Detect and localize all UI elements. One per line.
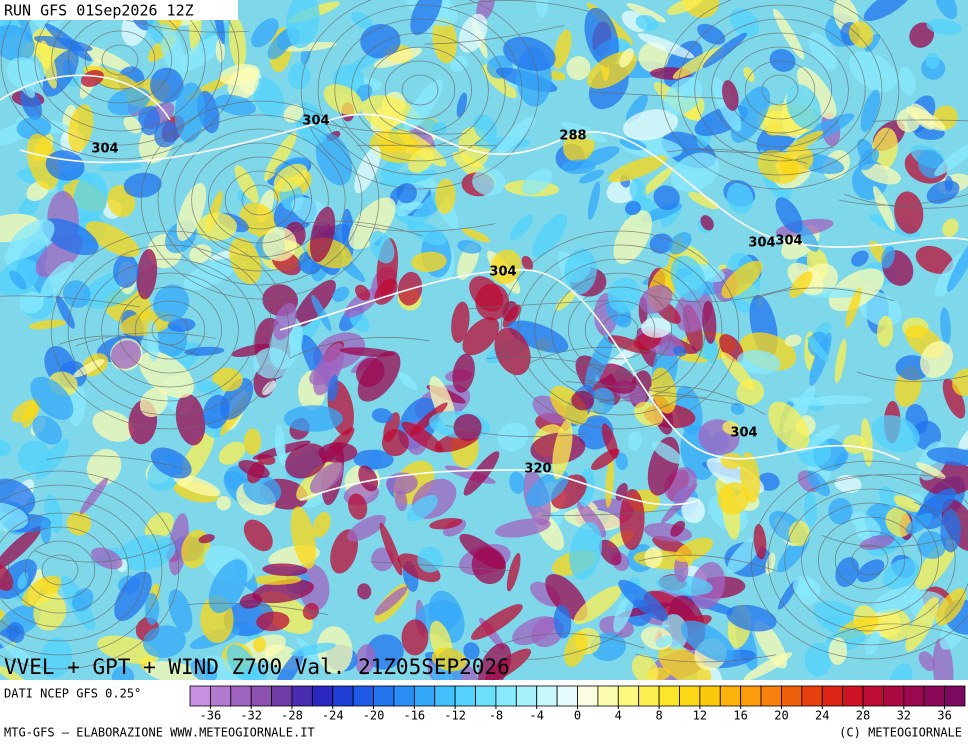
colorbar-swatch (883, 686, 903, 706)
colorbar-swatch (557, 686, 577, 706)
colorbar-swatch (843, 686, 863, 706)
colorbar-tick-label: 36 (937, 709, 951, 723)
colorbar-tick-label: -24 (322, 709, 344, 723)
colorbar-swatch (435, 686, 455, 706)
contour-label: 304 (775, 234, 802, 249)
colorbar-swatch (251, 686, 271, 706)
colorbar-swatch (516, 686, 536, 706)
field-blob (721, 453, 743, 469)
colorbar-swatch (618, 686, 638, 706)
colorbar-tick-label: -8 (489, 709, 503, 723)
contour-label: 304 (730, 426, 757, 441)
colorbar-tick-label: 32 (897, 709, 911, 723)
colorbar-swatch (231, 686, 251, 706)
colorbar-swatch (598, 686, 618, 706)
colorbar-swatch (312, 686, 332, 706)
colorbar-swatch (781, 686, 801, 706)
colorbar-swatch (578, 686, 598, 706)
colorbar-tick-label: 4 (615, 709, 622, 723)
data-source: DATI NCEP GFS 0.25° (4, 687, 141, 701)
colorbar-swatch (659, 686, 679, 706)
colorbar-tick-label: -28 (281, 709, 303, 723)
colorbar-swatch (802, 686, 822, 706)
colorbar-swatch (741, 686, 761, 706)
colorbar-tick-label: 0 (574, 709, 581, 723)
colorbar-swatch (924, 686, 944, 706)
footer-right: (C) METEOGIORNALE (839, 726, 962, 740)
colorbar-swatch (720, 686, 740, 706)
colorbar-tick-label: -32 (240, 709, 262, 723)
colorbar-swatch (292, 686, 312, 706)
colorbar-tick-label: 12 (693, 709, 707, 723)
field-blob (641, 317, 671, 337)
contour-label: 304 (302, 114, 329, 129)
colorbar-swatch (761, 686, 781, 706)
colorbar-swatch (476, 686, 496, 706)
contour-label: 288 (559, 129, 586, 144)
colorbar-swatch (414, 686, 434, 706)
colorbar-swatch (455, 686, 475, 706)
colorbar-swatch (333, 686, 353, 706)
colorbar-swatch (700, 686, 720, 706)
colorbar-tick-label: -12 (444, 709, 466, 723)
colorbar-tick-label: -20 (363, 709, 385, 723)
colorbar-swatch (394, 686, 414, 706)
colorbar-tick-label: -36 (200, 709, 222, 723)
colorbar-tick-label: 28 (856, 709, 870, 723)
colorbar-swatch (374, 686, 394, 706)
colorbar-swatch (496, 686, 516, 706)
contour-label: 320 (524, 462, 551, 477)
colorbar-swatch (945, 686, 965, 706)
contour-label: 304 (91, 142, 118, 157)
contour-label: 304 (489, 265, 516, 280)
colorbar-tick-label: 16 (733, 709, 747, 723)
colorbar-swatch (639, 686, 659, 706)
colorbar-tick-label: -16 (403, 709, 425, 723)
footer-left: MTG-GFS — ELABORAZIONE WWW.METEOGIORNALE… (4, 726, 315, 740)
map-title: VVEL + GPT + WIND Z700 Val. 21Z05SEP2026 (4, 655, 510, 679)
colorbar-swatch (537, 686, 557, 706)
colorbar-tick-label: -4 (529, 709, 543, 723)
field-blob (284, 405, 343, 432)
colorbar-swatch (863, 686, 883, 706)
colorbar-tick-label: 8 (655, 709, 662, 723)
colorbar-swatch (679, 686, 699, 706)
colorbar-swatch (904, 686, 924, 706)
colorbar-tick-label: 24 (815, 709, 829, 723)
colorbar-swatch (210, 686, 230, 706)
colorbar-swatch (353, 686, 373, 706)
run-label: RUN GFS 01Sep2026 12Z (4, 2, 194, 20)
colorbar-swatch (272, 686, 292, 706)
colorbar-tick-label: 20 (774, 709, 788, 723)
colorbar-swatch (190, 686, 210, 706)
colorbar-swatch (822, 686, 842, 706)
contour-label: 304 (748, 236, 775, 251)
